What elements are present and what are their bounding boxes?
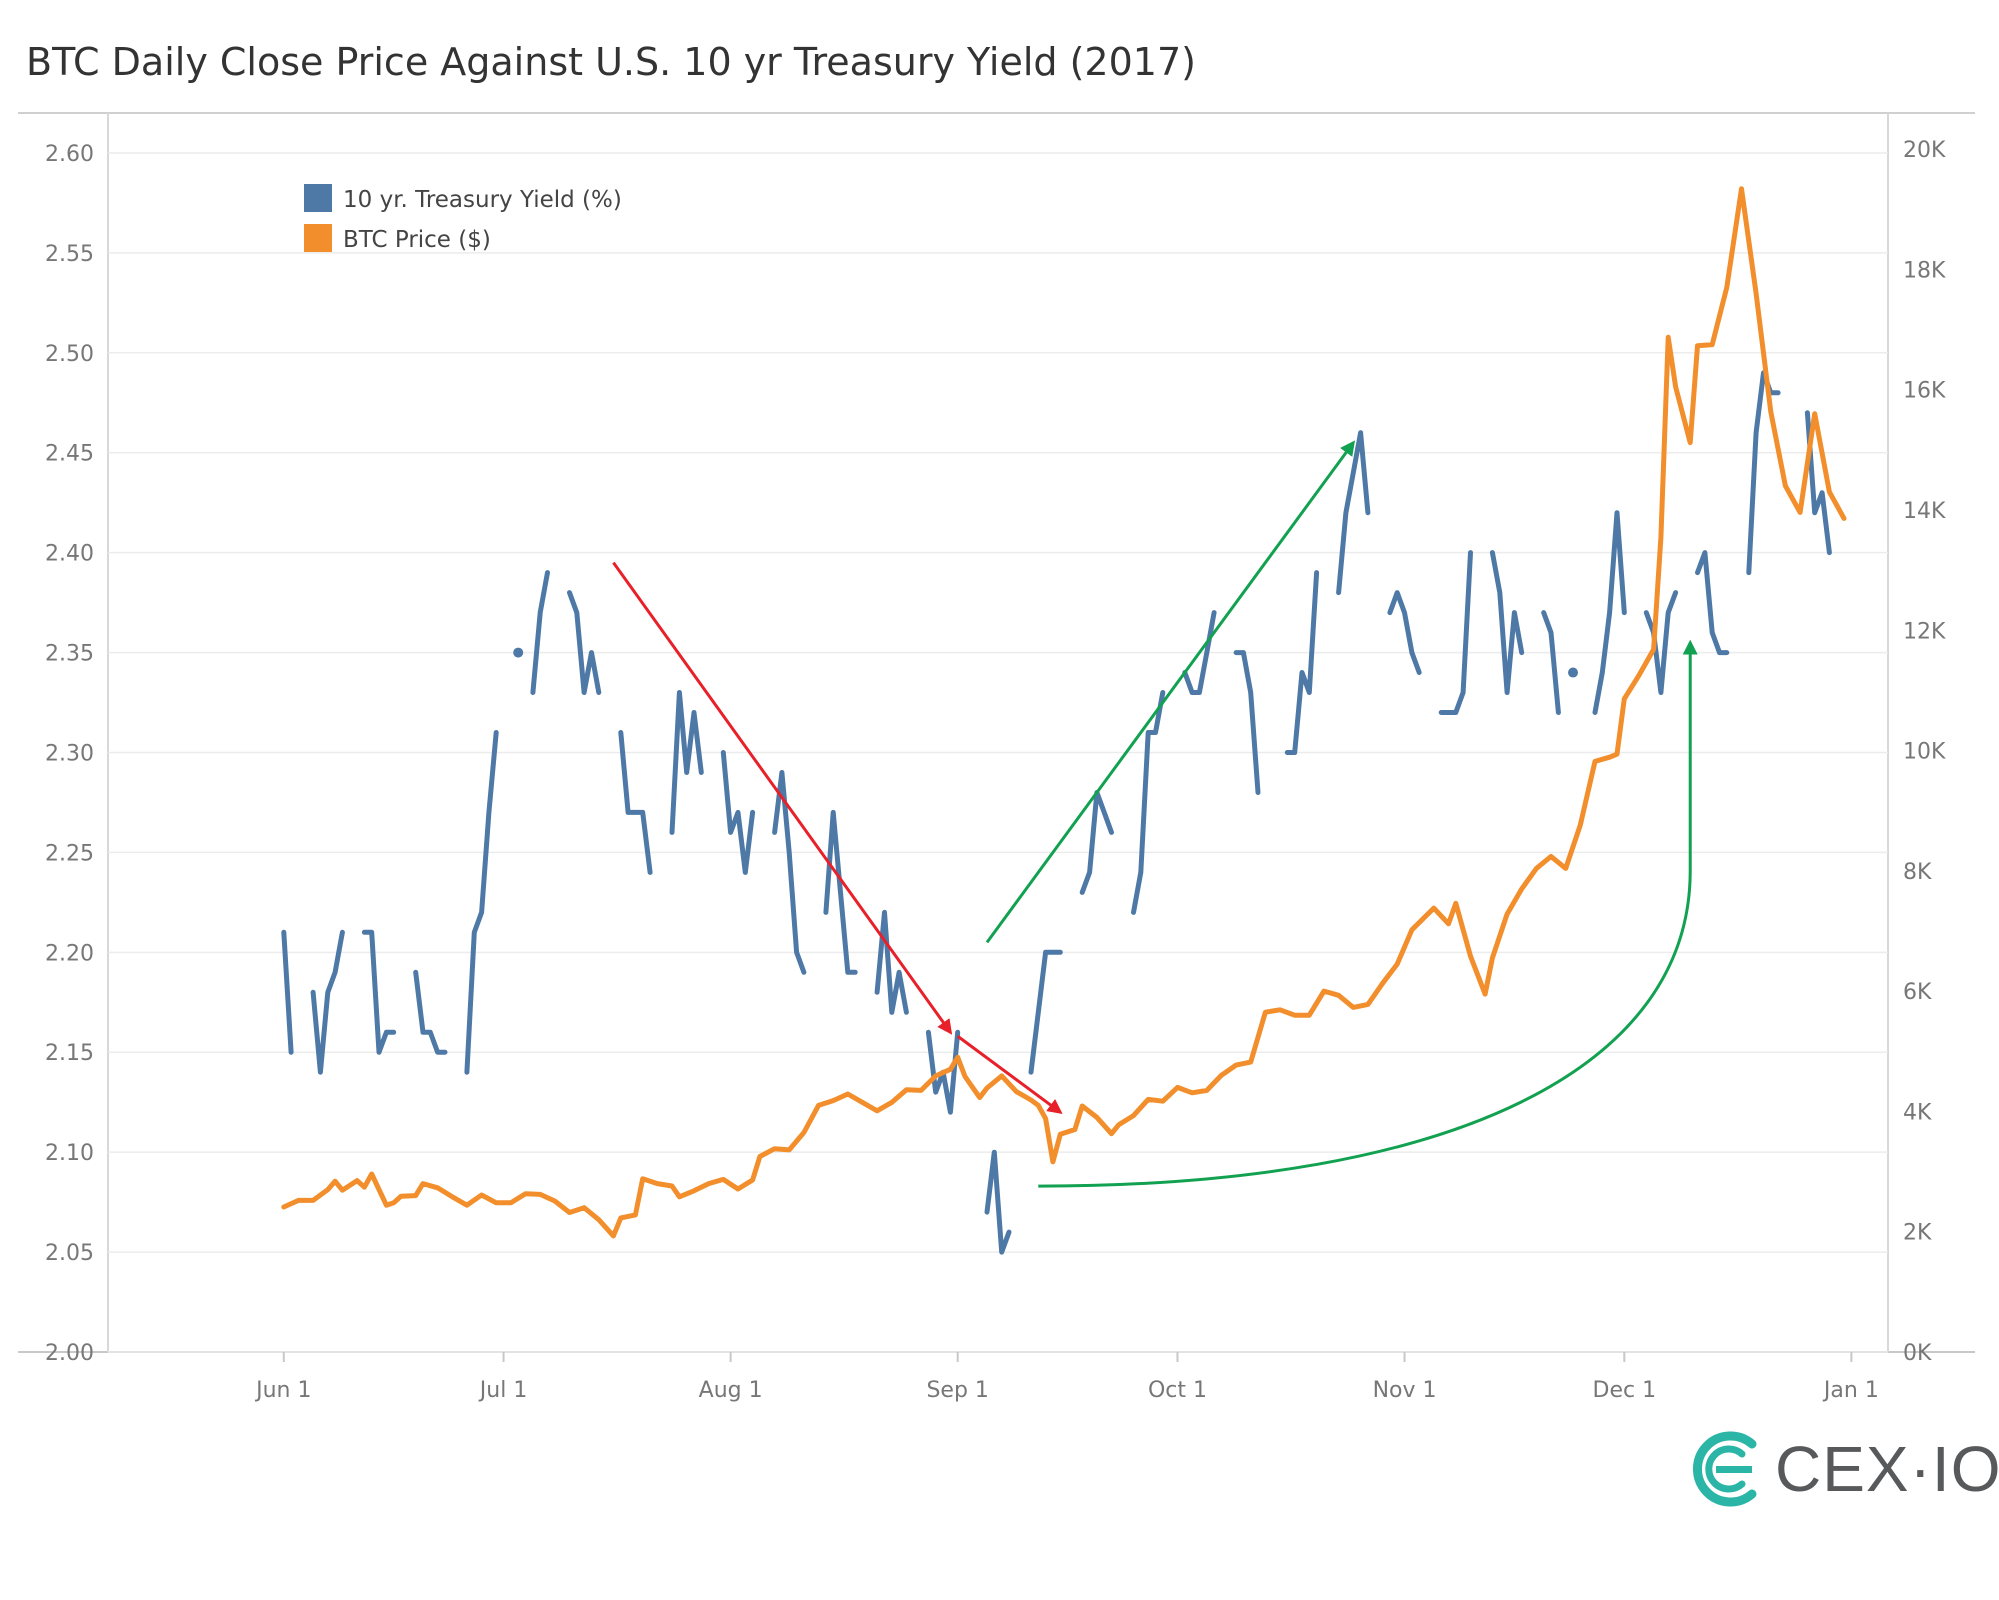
y-left-tick-label: 2.35: [45, 642, 94, 667]
yield-line-segment: [1028, 949, 1063, 1075]
btc-price-line: [281, 186, 1847, 1239]
y-right-tick-label: 0K: [1903, 1341, 1932, 1366]
yield-line-segment: [1284, 570, 1320, 755]
yield-line-segment: [413, 969, 448, 1055]
y-right-tick-label: 18K: [1903, 258, 1946, 283]
y-left-tick-label: 2.45: [45, 442, 94, 467]
red-trend-arrow: [956, 1035, 1063, 1114]
cexio-logo-text: CEX·IO: [1775, 1433, 1999, 1505]
yield-line-segment: [823, 809, 858, 975]
yield-line-segment: [1489, 550, 1525, 695]
y-left-tick-label: 2.50: [45, 342, 94, 367]
legend-label: 10 yr. Treasury Yield (%): [343, 187, 622, 213]
y-left-tick-label: 2.10: [45, 1141, 94, 1166]
yield-line-segment: [1541, 610, 1561, 715]
yield-line-segment: [772, 770, 807, 975]
cexio-logo: CEX·IO: [1680, 1424, 1999, 1514]
y-left-tick-label: 2.60: [45, 142, 94, 167]
y-left-tick-label: 2.40: [45, 542, 94, 567]
red-trend-arrow: [612, 561, 953, 1035]
yield-line-segment: [1233, 650, 1261, 795]
y-right-tick-label: 8K: [1903, 860, 1932, 885]
x-axis: Jun 1 Jul 1 Aug 1 Sep 1 Oct 1 Nov 1 Dec 1 Jan 1: [254, 1352, 1879, 1403]
yield-line-segment: [984, 1149, 1012, 1255]
y-right-tick-label: 10K: [1903, 740, 1946, 765]
y-right-tick-label: 6K: [1903, 980, 1932, 1005]
yield-line-segment: [720, 750, 756, 875]
series-yield: [281, 370, 1832, 1255]
y-axis-right: 0K 2K 4K 6K 8K 10K 12K 14K 16K 18K 20K: [1903, 138, 1946, 1366]
y-axis-left: 2.00 2.05 2.10 2.15 2.20 2.25 2.30 2.35 2.40 2.45…: [45, 142, 94, 1366]
x-tick-label: Jun 1: [254, 1378, 311, 1403]
x-tick-label: Sep 1: [926, 1378, 988, 1403]
series-btc: [281, 186, 1847, 1239]
y-left-tick-label: 2.15: [45, 1041, 94, 1066]
legend-label: BTC Price ($): [343, 227, 491, 253]
y-left-tick-label: 2.00: [45, 1341, 94, 1366]
y-right-tick-label: 12K: [1903, 619, 1946, 644]
y-left-tick-label: 2.20: [45, 941, 94, 966]
cexio-logo-icon: [1692, 1431, 1757, 1507]
y-left-tick-label: 2.25: [45, 841, 94, 866]
x-tick-label: Dec 1: [1593, 1378, 1657, 1403]
yield-line-segment: [567, 590, 602, 695]
yield-point: [513, 647, 524, 658]
y-left-tick-label: 2.55: [45, 242, 94, 267]
yield-line-segment: [1387, 590, 1422, 675]
yield-line-segment: [1695, 550, 1730, 656]
x-tick-label: Nov 1: [1373, 1378, 1437, 1403]
yield-line-segment: [1131, 690, 1166, 915]
x-tick-label: Jan 1: [1822, 1378, 1879, 1403]
yield-line-segment: [1592, 510, 1627, 715]
green-curved-arrow: [1038, 639, 1698, 1188]
yield-line-segment: [669, 690, 704, 835]
y-right-tick-label: 14K: [1903, 499, 1946, 524]
yield-line-segment: [1746, 370, 1781, 576]
yield-line-segment: [281, 929, 294, 1055]
x-tick-label: Jul 1: [478, 1378, 528, 1403]
y-right-tick-label: 4K: [1903, 1100, 1932, 1125]
yield-line-segment: [530, 570, 550, 695]
y-left-tick-label: 2.30: [45, 741, 94, 766]
annotations: [612, 440, 1698, 1188]
yield-line-segment: [310, 929, 345, 1075]
yield-point: [1568, 667, 1579, 678]
x-tick-label: Aug 1: [699, 1378, 763, 1403]
legend-swatch: [304, 224, 332, 252]
x-tick-label: Oct 1: [1148, 1378, 1207, 1403]
y-right-tick-label: 2K: [1903, 1221, 1932, 1246]
yield-line-segment: [1336, 430, 1371, 596]
legend: 10 yr. Treasury Yield (%) BTC Price ($): [304, 184, 622, 253]
chart-title: BTC Daily Close Price Against U.S. 10 yr…: [26, 40, 1196, 84]
legend-swatch: [304, 184, 332, 212]
yield-line-segment: [361, 929, 397, 1055]
yield-line-segment: [1643, 590, 1679, 695]
yield-line-segment: [1804, 410, 1832, 556]
yield-line-segment: [1438, 550, 1473, 715]
y-left-tick-label: 2.05: [45, 1241, 94, 1266]
y-right-tick-label: 16K: [1903, 379, 1946, 404]
yield-line-segment: [618, 730, 653, 875]
yield-line-segment: [464, 730, 499, 1075]
y-right-tick-label: 20K: [1903, 138, 1946, 163]
gridlines: [108, 152, 1888, 1353]
green-trend-arrow: [985, 440, 1356, 944]
